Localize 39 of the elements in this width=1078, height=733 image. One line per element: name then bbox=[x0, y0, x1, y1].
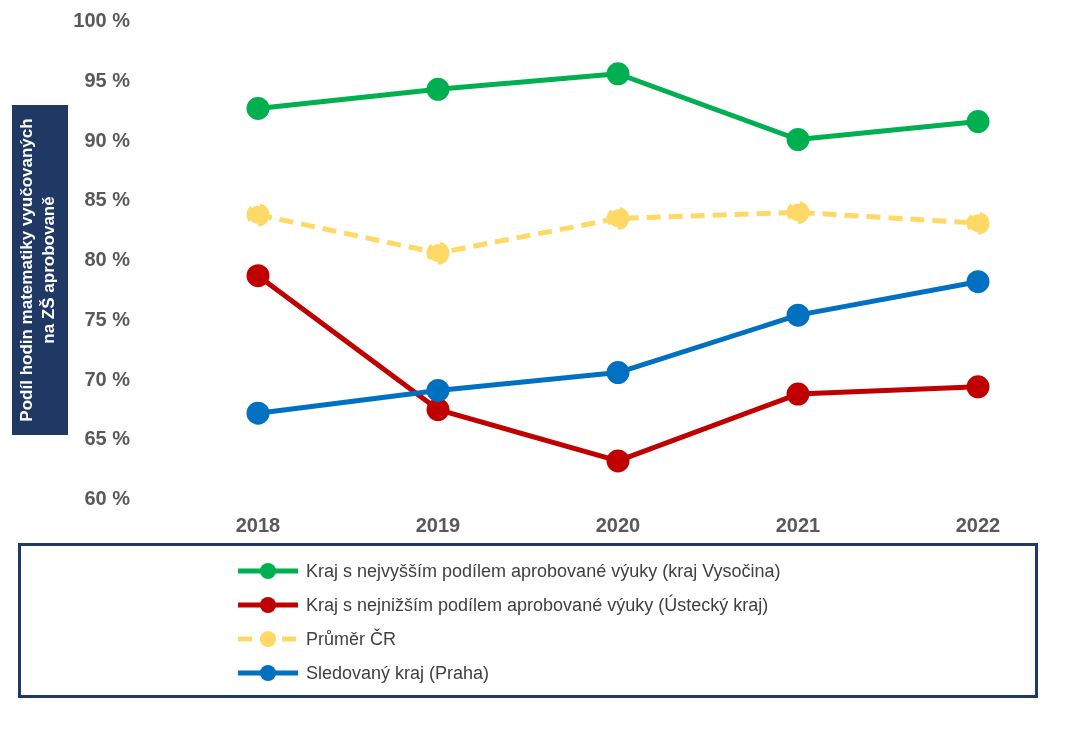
point bbox=[786, 200, 810, 224]
y-tick-label: 100 % bbox=[73, 9, 131, 32]
point bbox=[606, 449, 630, 473]
x-tick-label: 2020 bbox=[595, 514, 641, 537]
y-tick-label: 80 % bbox=[84, 248, 131, 271]
y-tick-label: 75 % bbox=[84, 307, 131, 330]
point bbox=[786, 382, 810, 406]
point bbox=[606, 206, 630, 230]
point bbox=[606, 62, 630, 86]
x-tick-label: 2021 bbox=[775, 514, 821, 537]
legend-label: Průměr ČR bbox=[306, 628, 397, 650]
point bbox=[966, 110, 990, 134]
point bbox=[966, 375, 990, 399]
point bbox=[426, 398, 450, 422]
point bbox=[246, 203, 270, 227]
point bbox=[966, 270, 990, 294]
y-tick-label: 90 % bbox=[84, 128, 131, 151]
y-tick-label: 85 % bbox=[84, 188, 131, 211]
legend-label: Kraj s nejnižším podílem aprobované výuky (Ústecký kraj) bbox=[306, 594, 769, 616]
x-tick-label: 2019 bbox=[415, 514, 461, 537]
point bbox=[246, 96, 270, 120]
y-tick-label: 60 % bbox=[84, 487, 131, 510]
point bbox=[966, 211, 990, 235]
y-tick-label: 70 % bbox=[84, 367, 131, 390]
y-tick-label: 65 % bbox=[84, 427, 131, 450]
point bbox=[246, 401, 270, 425]
point bbox=[786, 303, 810, 327]
point bbox=[426, 241, 450, 265]
x-tick-label: 2022 bbox=[955, 514, 1001, 537]
legend-label: Sledovaný kraj (Praha) bbox=[306, 662, 490, 684]
point bbox=[426, 378, 450, 402]
legend-label: Kraj s nejvyšším podílem aprobované výuky (kraj Vysočina) bbox=[306, 560, 781, 582]
x-tick-label: 2018 bbox=[235, 514, 281, 537]
point bbox=[426, 77, 450, 101]
point bbox=[246, 264, 270, 288]
point bbox=[786, 128, 810, 151]
y-axis-title: Podíl hodin matematiky vyučovaných na ZŠ aprobovaně bbox=[16, 117, 59, 424]
point bbox=[606, 361, 630, 385]
y-tick-label: 95 % bbox=[84, 68, 131, 91]
